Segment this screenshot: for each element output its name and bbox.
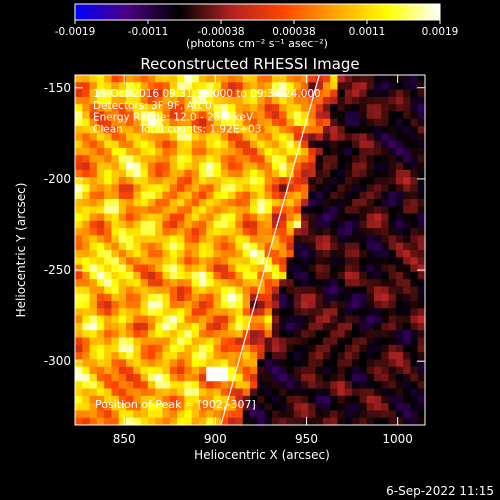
y-tick-label: -250 bbox=[44, 263, 71, 277]
annotation-line: Energy Range: 12.0 - 25.0 keV bbox=[93, 112, 254, 124]
annotation-line: Detectors: 3F 9F, Att 0 bbox=[93, 100, 212, 112]
y-axis-label: Heliocentric Y (arcsec) bbox=[14, 183, 28, 318]
colorbar-tick-label: 0.0019 bbox=[422, 26, 459, 38]
y-tick-label: -200 bbox=[44, 172, 71, 186]
colorbar-strip bbox=[74, 3, 441, 21]
colorbar-tick-label: -0.0019 bbox=[55, 26, 96, 38]
y-axis: -150 -200 -250 -300 bbox=[44, 81, 425, 368]
x-tick-label: 950 bbox=[295, 432, 318, 446]
annotation-block: 15-Oct-2016 09:31:36.000 to 09:34:24.000… bbox=[93, 88, 321, 135]
colorbar-tick-label: -0.0011 bbox=[128, 26, 169, 38]
colorbar-tick-label: 0.0011 bbox=[349, 26, 386, 38]
solar-limb-line bbox=[220, 75, 320, 425]
peak-position-label: Position of Peak = [902,-307] bbox=[95, 398, 256, 411]
annotation-line: 15-Oct-2016 09:31:36.000 to 09:34:24.000 bbox=[93, 88, 321, 100]
chart-title: Reconstructed RHESSI Image bbox=[140, 55, 359, 73]
heatmap-image bbox=[75, 75, 425, 425]
plot-area: 850 900 950 1000 -150 -200 -250 -300 15-Oct-20… bbox=[44, 74, 426, 446]
colorbar-units-label: (photons cm⁻² s⁻¹ asec⁻²) bbox=[186, 37, 328, 50]
y-tick-label: -300 bbox=[44, 354, 71, 368]
x-tick-label: 850 bbox=[113, 432, 136, 446]
annotation-line: Clean Total counts: 1.92E+03 bbox=[93, 123, 262, 135]
x-axis: 850 900 950 1000 bbox=[113, 75, 413, 446]
colorbar-ticks: -0.0019 -0.0011 -0.00038 0.00038 0.0011 0.001… bbox=[55, 20, 459, 38]
colorbar-tick-label: -0.00038 bbox=[197, 26, 244, 38]
x-tick-label: 1000 bbox=[382, 432, 413, 446]
plot-frame bbox=[74, 74, 426, 426]
colorbar-tick-label: 0.00038 bbox=[272, 26, 315, 38]
y-tick-label: -150 bbox=[44, 81, 71, 95]
x-tick-label: 900 bbox=[204, 432, 227, 446]
x-axis-label: Heliocentric X (arcsec) bbox=[194, 448, 330, 462]
timestamp: 6-Sep-2022 11:15 bbox=[386, 484, 494, 498]
colorbar: -0.0019 -0.0011 -0.00038 0.00038 0.0011 0.001… bbox=[55, 3, 459, 50]
